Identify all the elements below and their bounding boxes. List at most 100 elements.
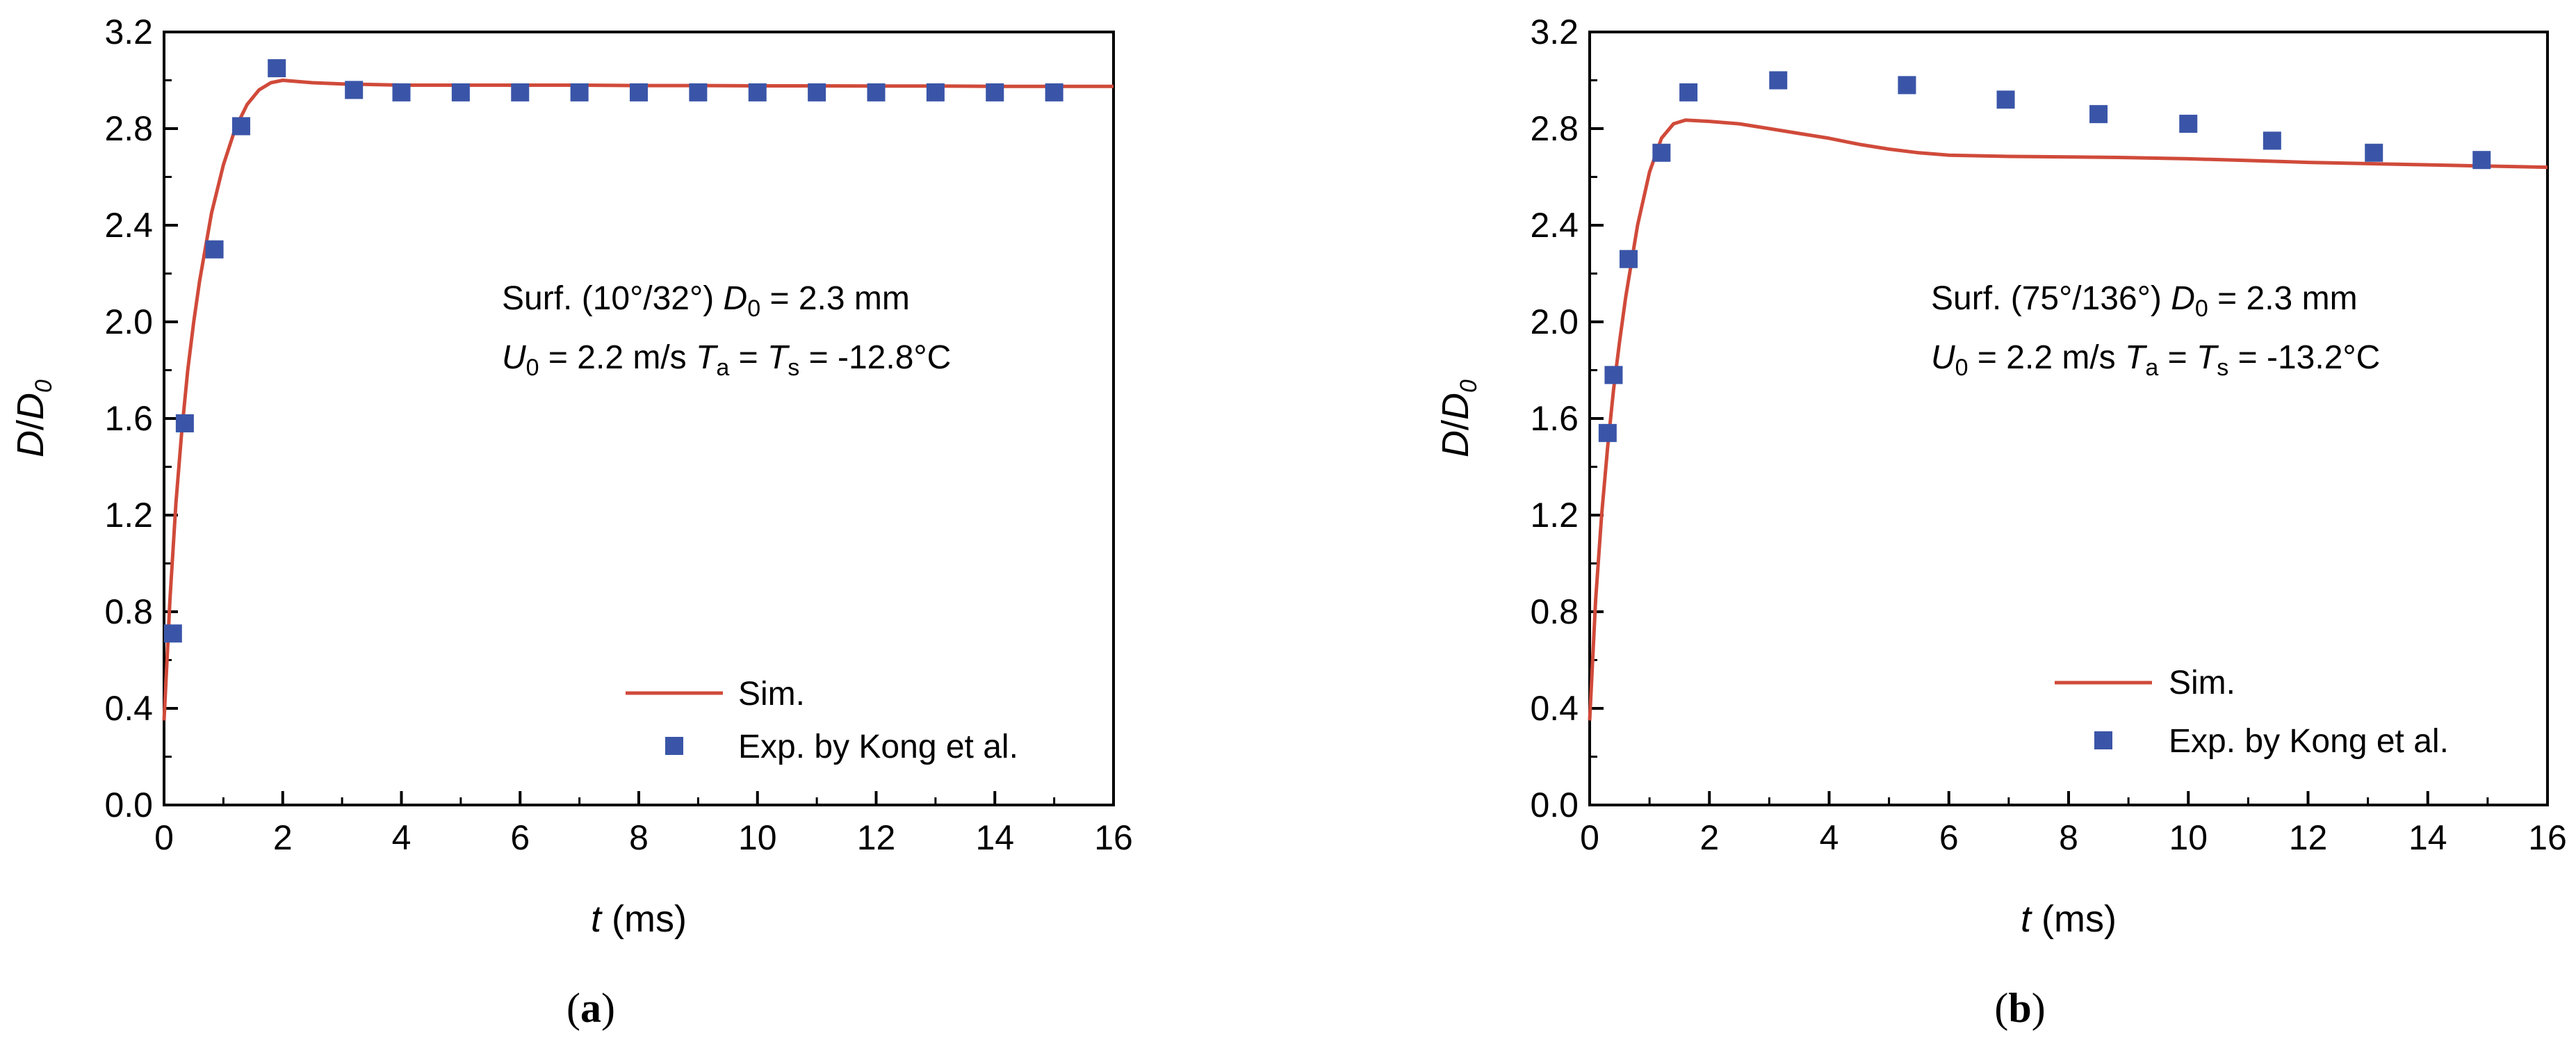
sim-series bbox=[1588, 118, 2548, 721]
exp-point bbox=[926, 83, 945, 101]
exp-point bbox=[630, 83, 648, 101]
legend-sim-label: Sim. bbox=[2169, 665, 2235, 701]
exp-point bbox=[268, 59, 286, 78]
exp-point bbox=[867, 83, 886, 101]
y-tick-label: 2.0 bbox=[104, 302, 153, 341]
legend-exp-label: Exp. by Kong et al. bbox=[2169, 723, 2449, 760]
exp-point bbox=[1604, 366, 1623, 384]
y-tick-label: 0.4 bbox=[1530, 689, 1579, 728]
y-tick-label: 2.8 bbox=[1530, 109, 1579, 148]
legend-sim-label: Sim. bbox=[738, 676, 805, 713]
legend: Sim. Exp. by Kong et al. bbox=[2055, 665, 2449, 760]
legend-exp-swatch bbox=[665, 737, 683, 755]
exp-point bbox=[2472, 151, 2491, 170]
exp-point bbox=[689, 83, 708, 101]
exp-point bbox=[986, 83, 1004, 101]
panel-a: 0.0 0.4 0.8 1.2 1.6 2.0 2.4 2.8 3.2 0 2 4 6 8 10 12 14 1… bbox=[10, 13, 1133, 1031]
y-tick-label: 3.2 bbox=[1530, 13, 1579, 51]
exp-series bbox=[1598, 71, 2491, 442]
legend-exp-swatch bbox=[2094, 731, 2112, 749]
x-tick-label: 12 bbox=[2289, 818, 2328, 857]
x-tick-label: 10 bbox=[2169, 818, 2208, 857]
x-axis-ticks: 0 2 4 6 8 10 12 14 16 bbox=[154, 791, 1133, 857]
exp-point bbox=[2179, 115, 2198, 133]
exp-point bbox=[451, 83, 470, 101]
exp-point bbox=[175, 414, 194, 432]
y-axis-label: D/D0 bbox=[10, 380, 57, 457]
panel-label-b: (b) bbox=[1994, 985, 2045, 1031]
exp-point bbox=[345, 81, 364, 99]
exp-point bbox=[1598, 423, 1617, 442]
x-tick-label: 10 bbox=[738, 818, 777, 857]
annotation-line-1: Surf. (75°/136°) D0 = 2.3 mm bbox=[1931, 280, 2358, 322]
annotation-line-2: U0 = 2.2 m/s Ta = Ts = -13.2°C bbox=[1931, 339, 2380, 381]
y-tick-label: 3.2 bbox=[104, 13, 153, 51]
x-tick-label: 12 bbox=[857, 818, 896, 857]
x-tick-label: 4 bbox=[392, 818, 411, 857]
y-tick-label: 1.6 bbox=[1530, 399, 1579, 438]
x-axis-label: t (ms) bbox=[591, 898, 687, 940]
panel-label-a: (a) bbox=[566, 985, 615, 1031]
y-tick-label: 0.8 bbox=[104, 592, 153, 631]
y-axis-label: D/D0 bbox=[1435, 380, 1482, 457]
exp-point bbox=[1679, 83, 1698, 101]
panel-b: 0.0 0.4 0.8 1.2 1.6 2.0 2.4 2.8 3.2 0 2 4 6 8 10 12 14 1… bbox=[1435, 13, 2567, 1031]
x-tick-label: 8 bbox=[2059, 818, 2078, 857]
sim-line bbox=[162, 79, 1114, 721]
annotation-line-1: Surf. (10°/32°) D0 = 2.3 mm bbox=[502, 280, 910, 322]
exp-point bbox=[231, 117, 250, 136]
exp-point bbox=[808, 83, 826, 101]
x-tick-label: 6 bbox=[1939, 818, 1959, 857]
exp-point bbox=[511, 83, 530, 101]
x-tick-label: 0 bbox=[1580, 818, 1599, 857]
exp-series bbox=[163, 59, 1063, 643]
exp-point bbox=[163, 624, 182, 643]
y-tick-label: 0.0 bbox=[1530, 786, 1579, 824]
exp-point bbox=[1045, 83, 1063, 101]
x-axis-label: t (ms) bbox=[2021, 898, 2117, 940]
y-tick-label: 2.4 bbox=[104, 206, 153, 245]
legend: Sim. Exp. by Kong et al. bbox=[626, 676, 1018, 765]
exp-point bbox=[1619, 250, 1638, 268]
exp-point bbox=[570, 83, 589, 101]
exp-point bbox=[2365, 143, 2383, 162]
exp-point bbox=[1898, 76, 1916, 95]
x-axis-ticks: 0 2 4 6 8 10 12 14 16 bbox=[1580, 791, 2567, 857]
exp-point bbox=[748, 83, 767, 101]
y-axis-ticks: 0.0 0.4 0.8 1.2 1.6 2.0 2.4 2.8 3.2 bbox=[1530, 13, 1604, 824]
y-tick-label: 1.2 bbox=[104, 496, 153, 535]
plot-frame bbox=[1588, 31, 2549, 806]
exp-point bbox=[205, 240, 224, 259]
y-tick-label: 1.2 bbox=[1530, 496, 1579, 535]
sim-line bbox=[1588, 118, 2548, 721]
x-tick-label: 14 bbox=[2408, 818, 2447, 857]
x-tick-label: 4 bbox=[1820, 818, 1839, 857]
annotation-line-2: U0 = 2.2 m/s Ta = Ts = -12.8°C bbox=[502, 339, 951, 381]
x-tick-label: 2 bbox=[273, 818, 293, 857]
x-tick-label: 2 bbox=[1699, 818, 1719, 857]
x-tick-label: 6 bbox=[510, 818, 530, 857]
exp-point bbox=[392, 83, 411, 101]
x-tick-label: 16 bbox=[1094, 818, 1133, 857]
y-tick-label: 0.4 bbox=[104, 689, 153, 728]
y-axis-ticks: 0.0 0.4 0.8 1.2 1.6 2.0 2.4 2.8 3.2 bbox=[104, 13, 178, 824]
legend-exp-label: Exp. by Kong et al. bbox=[738, 729, 1018, 765]
exp-point bbox=[2263, 131, 2281, 150]
x-tick-label: 0 bbox=[154, 818, 174, 857]
x-tick-label: 8 bbox=[629, 818, 649, 857]
exp-point bbox=[1769, 71, 1788, 90]
y-tick-label: 2.4 bbox=[1530, 206, 1579, 245]
exp-point bbox=[1652, 143, 1671, 162]
y-tick-label: 1.6 bbox=[104, 399, 153, 438]
y-tick-label: 2.0 bbox=[1530, 302, 1579, 341]
exp-point bbox=[1996, 90, 2015, 109]
y-tick-label: 2.8 bbox=[104, 109, 153, 148]
y-tick-label: 0.8 bbox=[1530, 592, 1579, 631]
exp-point bbox=[2089, 105, 2108, 124]
x-tick-label: 14 bbox=[975, 818, 1014, 857]
plot-frame bbox=[163, 31, 1115, 806]
sim-series bbox=[162, 79, 1114, 721]
x-tick-label: 16 bbox=[2528, 818, 2567, 857]
y-tick-label: 0.0 bbox=[104, 786, 153, 824]
